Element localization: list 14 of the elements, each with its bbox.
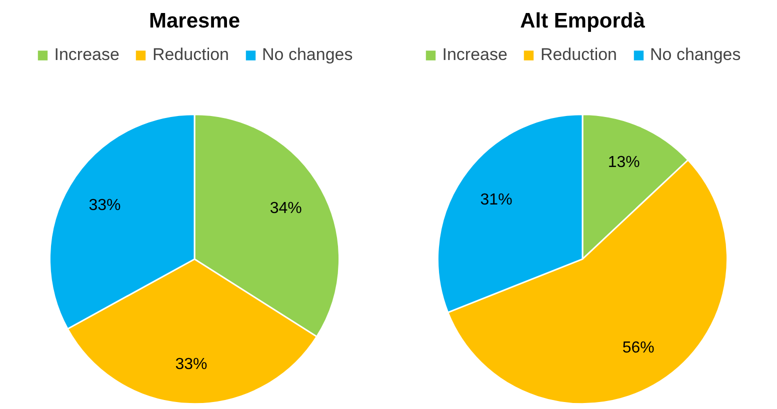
data-label: 13% [608,154,640,171]
legend-label: No changes [262,45,353,65]
data-label: 31% [480,191,512,208]
data-label: 34% [270,200,302,217]
data-label: 56% [622,340,654,357]
chart-title: Maresme [148,10,240,32]
legend-label: No changes [650,45,741,65]
data-label: 33% [88,196,121,214]
data-label: 33% [175,356,208,373]
legend-label: Reduction [152,45,230,65]
legend-label: Increase [54,45,120,65]
legend-label: Reduction [540,45,618,65]
legend-label: Increase [442,45,508,65]
chart-title: Alt Empordà [520,10,646,32]
